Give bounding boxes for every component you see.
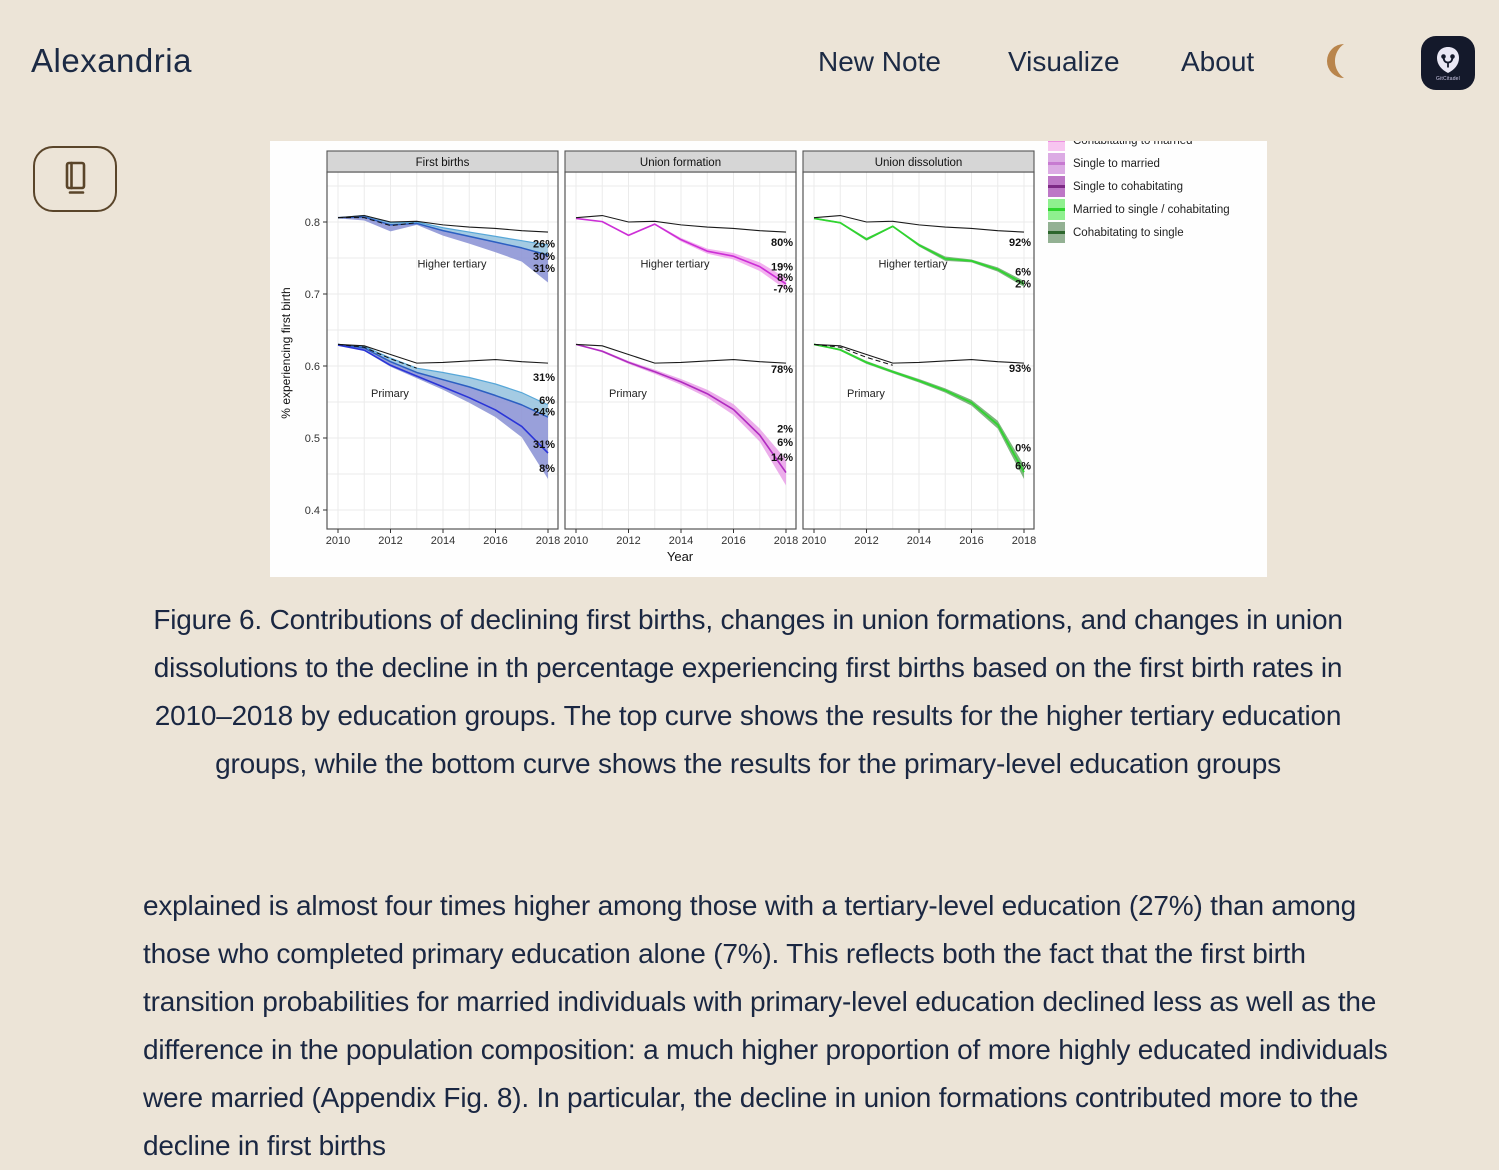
svg-text:2018: 2018	[536, 535, 560, 547]
svg-text:Primary: Primary	[371, 388, 409, 400]
svg-text:31%: 31%	[533, 263, 555, 275]
legend-swatch	[1048, 176, 1065, 197]
logo-text: GitCitadel	[1436, 75, 1460, 82]
chart-legend: Cohabitating to married Single to married…	[1048, 141, 1230, 244]
legend-item: Married to single / cohabitating	[1048, 198, 1230, 221]
svg-text:2%: 2%	[777, 423, 793, 435]
svg-text:Higher tertiary: Higher tertiary	[417, 258, 487, 270]
svg-text:2012: 2012	[616, 535, 640, 547]
figure-chart: Higher tertiary26%30%31%Primary31%6%24%3…	[279, 150, 1036, 564]
svg-text:0.7: 0.7	[305, 289, 320, 301]
nav-visualize[interactable]: Visualize	[1008, 46, 1120, 77]
svg-text:6%: 6%	[1015, 461, 1031, 473]
svg-text:6%: 6%	[1015, 267, 1031, 279]
shield-icon	[1437, 46, 1459, 73]
svg-text:31%: 31%	[533, 372, 555, 384]
svg-text:Higher tertiary: Higher tertiary	[878, 258, 948, 270]
svg-text:% experiencing first birth: % experiencing first birth	[279, 287, 293, 418]
legend-label: Single to married	[1073, 157, 1160, 170]
svg-text:Union formation: Union formation	[640, 157, 721, 169]
svg-text:-7%: -7%	[773, 284, 793, 296]
legend-swatch	[1048, 141, 1065, 151]
svg-text:93%: 93%	[1009, 363, 1031, 375]
svg-text:2%: 2%	[1015, 279, 1031, 291]
article-paragraph: explained is almost four times higher am…	[143, 890, 1388, 1161]
svg-text:8%: 8%	[539, 463, 555, 475]
site-title: Alexandria	[31, 42, 192, 79]
svg-text:2010: 2010	[802, 535, 826, 547]
svg-text:24%: 24%	[533, 406, 555, 418]
legend-label: Single to cohabitating	[1073, 180, 1183, 193]
svg-text:78%: 78%	[771, 364, 793, 376]
svg-text:0%: 0%	[1015, 442, 1031, 454]
figure-caption: Figure 6. Contributions of declining fir…	[153, 604, 1343, 779]
svg-text:2016: 2016	[721, 535, 745, 547]
svg-text:26%: 26%	[533, 239, 555, 251]
svg-text:2010: 2010	[326, 535, 350, 547]
book-icon	[65, 161, 86, 194]
reader-mode-button[interactable]	[33, 146, 117, 212]
svg-text:Primary: Primary	[847, 388, 885, 400]
figure-image: Higher tertiary 26% 30% 31% Primary 31% 6% 24% 3…	[270, 141, 1267, 577]
legend-item: Single to married	[1048, 152, 1230, 175]
svg-text:92%: 92%	[1009, 237, 1031, 249]
legend-item: Cohabitating to married	[1048, 141, 1230, 152]
svg-text:2016: 2016	[959, 535, 983, 547]
svg-text:6%: 6%	[539, 395, 555, 407]
svg-text:2018: 2018	[1012, 535, 1036, 547]
legend-swatch	[1048, 222, 1065, 243]
svg-text:31%: 31%	[533, 439, 555, 451]
svg-text:30%: 30%	[533, 251, 555, 263]
legend-label: Married to single / cohabitating	[1073, 203, 1230, 216]
svg-text:2012: 2012	[854, 535, 878, 547]
gitcitadel-logo[interactable]: GitCitadel	[1421, 36, 1475, 90]
svg-text:2014: 2014	[907, 535, 931, 547]
svg-text:2014: 2014	[431, 535, 455, 547]
theme-toggle-button[interactable]	[1318, 40, 1362, 84]
svg-text:Union dissolution: Union dissolution	[875, 157, 963, 169]
svg-text:Primary: Primary	[609, 388, 647, 400]
legend-swatch	[1048, 199, 1065, 220]
nav-about[interactable]: About	[1181, 46, 1255, 77]
svg-text:2014: 2014	[669, 535, 693, 547]
svg-text:0.8: 0.8	[305, 217, 320, 229]
legend-item: Single to cohabitating	[1048, 175, 1230, 198]
svg-text:14%: 14%	[771, 452, 793, 464]
svg-text:2018: 2018	[774, 535, 798, 547]
svg-text:80%: 80%	[771, 237, 793, 249]
svg-text:8%: 8%	[777, 272, 793, 284]
page: Alexandria New Note Visualize About GitC…	[31, 36, 1475, 1161]
svg-text:2010: 2010	[564, 535, 588, 547]
legend-item: Cohabitating to single	[1048, 221, 1230, 244]
svg-text:2012: 2012	[378, 535, 402, 547]
legend-swatch	[1048, 153, 1065, 174]
svg-text:0.6: 0.6	[305, 361, 320, 373]
nav-new-note[interactable]: New Note	[818, 46, 941, 77]
svg-text:0.5: 0.5	[305, 433, 320, 445]
moon-icon	[1326, 43, 1344, 78]
legend-label: Cohabitating to single	[1073, 226, 1184, 239]
svg-text:19%: 19%	[771, 262, 793, 274]
svg-text:0.4: 0.4	[305, 505, 320, 517]
legend-label: Cohabitating to married	[1073, 141, 1193, 147]
svg-text:2016: 2016	[483, 535, 507, 547]
svg-text:Higher tertiary: Higher tertiary	[640, 258, 710, 270]
svg-text:Year: Year	[667, 549, 694, 564]
svg-text:6%: 6%	[777, 437, 793, 449]
svg-text:First births: First births	[416, 157, 470, 169]
